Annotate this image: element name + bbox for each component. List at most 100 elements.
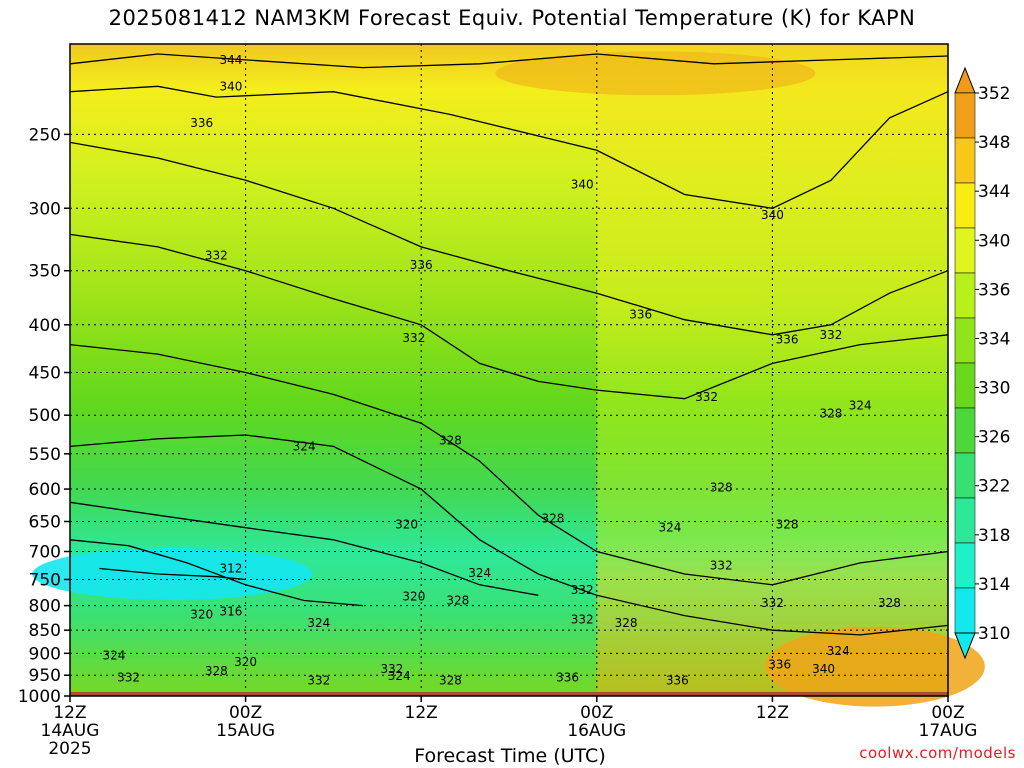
y-tick-label: 650 <box>29 512 61 532</box>
colorbar-segment <box>954 272 976 319</box>
colorbar-segment <box>954 227 976 274</box>
isoline-332 <box>69 233 949 400</box>
colorbar-bottom-arrow <box>954 632 976 660</box>
contour-label: 332 <box>380 662 403 676</box>
contour-label: 336 <box>190 116 213 130</box>
x-tick-label: 00Z <box>931 703 964 723</box>
y-tick-label: 450 <box>29 364 61 384</box>
y-tick-label: 350 <box>29 262 61 282</box>
colorbar-label: 340 <box>978 231 1010 251</box>
colorbar-label: 322 <box>978 477 1010 497</box>
contour-label: 328 <box>710 481 733 495</box>
contour-label: 328 <box>776 518 799 532</box>
y-tick-label: 600 <box>29 480 61 500</box>
credit-text[interactable]: coolwx.com/models <box>859 744 1016 762</box>
x-tick-label: 14AUG <box>41 721 100 741</box>
contour-label: 328 <box>439 433 462 447</box>
x-tick-label: 12Z <box>756 703 789 723</box>
colorbar-label: 310 <box>978 624 1010 644</box>
contour-label: 328 <box>541 511 564 525</box>
x-axis-label: Forecast Time (UTC) <box>414 745 606 767</box>
contour-label: 328 <box>819 407 842 421</box>
isoline-336 <box>69 141 949 336</box>
colorbar-label: 348 <box>978 133 1010 153</box>
y-tick-label: 700 <box>29 543 61 563</box>
y-tick-label: 1000 <box>18 687 61 707</box>
contour-label: 336 <box>666 673 689 687</box>
contour-label: 328 <box>878 596 901 610</box>
contour-label: 332 <box>695 390 718 404</box>
isoline-340 <box>69 85 949 209</box>
contour-label: 324 <box>659 521 682 535</box>
colorbar-label: 352 <box>978 84 1010 104</box>
colorbar-segment <box>954 182 976 229</box>
contour-label: 320 <box>234 655 257 669</box>
colorbar-label: 336 <box>978 280 1010 300</box>
contour-label: 332 <box>205 248 228 262</box>
x-tick-label: 12Z <box>405 703 438 723</box>
contour-label: 324 <box>468 566 491 580</box>
contour-label: 332 <box>571 613 594 627</box>
y-tick-label: 950 <box>29 666 61 686</box>
isoline-324 <box>69 434 949 636</box>
contour-label: 328 <box>615 616 638 630</box>
contour-label: 332 <box>710 559 733 573</box>
colorbar-label: 330 <box>978 379 1010 399</box>
ground-below-surface <box>70 691 948 696</box>
colorbar-segment <box>954 542 976 589</box>
isoline-344 <box>69 53 949 69</box>
contour-label: 344 <box>220 53 243 67</box>
contour-label: 332 <box>307 673 330 687</box>
x-tick-label: 16AUG <box>567 721 626 741</box>
colorbar-segment <box>954 362 976 409</box>
contour-label: 320 <box>190 608 213 622</box>
warm-pocket-surface <box>764 626 985 707</box>
x-tick-label: 2025 <box>48 739 91 759</box>
colorbar-segment <box>954 497 976 544</box>
contour-label: 332 <box>819 328 842 342</box>
contour-label: 336 <box>776 333 799 347</box>
contour-label: 340 <box>812 662 835 676</box>
cold-pocket-low-level <box>32 548 313 601</box>
x-tick-label: 12Z <box>53 703 86 723</box>
contour-label: 336 <box>768 657 791 671</box>
x-tick-label: 00Z <box>580 703 613 723</box>
colorbar-segment <box>954 407 976 454</box>
contour-label: 324 <box>849 398 872 412</box>
x-tick-label: 15AUG <box>216 721 275 741</box>
contour-label: 328 <box>439 673 462 687</box>
contour-label: 332 <box>402 331 425 345</box>
contour-label: 324 <box>388 669 411 683</box>
isoline-320 <box>69 501 539 596</box>
contour-label: 328 <box>205 664 228 678</box>
contour-label: 324 <box>102 649 125 663</box>
contour-label: 340 <box>761 208 784 222</box>
y-tick-label: 900 <box>29 644 61 664</box>
x-tick-label: 00Z <box>229 703 262 723</box>
isoline-328 <box>69 343 949 586</box>
contour-label: 312 <box>220 562 243 576</box>
colorbar-label: 318 <box>978 526 1010 546</box>
contour-label: 336 <box>629 308 652 322</box>
contour-label: 336 <box>410 258 433 272</box>
y-tick-label: 250 <box>29 125 61 145</box>
contour-label: 324 <box>827 644 850 658</box>
chart-title: 2025081412 NAM3KM Forecast Equiv. Potent… <box>108 6 916 30</box>
contour-label: 324 <box>293 439 316 453</box>
y-tick-label: 400 <box>29 316 61 336</box>
colorbar-segment <box>954 452 976 499</box>
colorbar-top-arrow <box>954 66 976 94</box>
y-tick-label: 750 <box>29 570 61 590</box>
colorbar-segment <box>954 92 976 139</box>
y-tick-label: 300 <box>29 199 61 219</box>
isoline-312 <box>99 567 246 581</box>
contour-label: 324 <box>307 616 330 630</box>
colorbar-segment <box>954 137 976 184</box>
contour-label: 336 <box>556 670 579 684</box>
colorbar-label: 334 <box>978 329 1010 349</box>
colorbar-label: 326 <box>978 428 1010 448</box>
y-tick-label: 850 <box>29 621 61 641</box>
colorbar-label: 314 <box>978 575 1010 595</box>
contour-label: 340 <box>571 178 594 192</box>
